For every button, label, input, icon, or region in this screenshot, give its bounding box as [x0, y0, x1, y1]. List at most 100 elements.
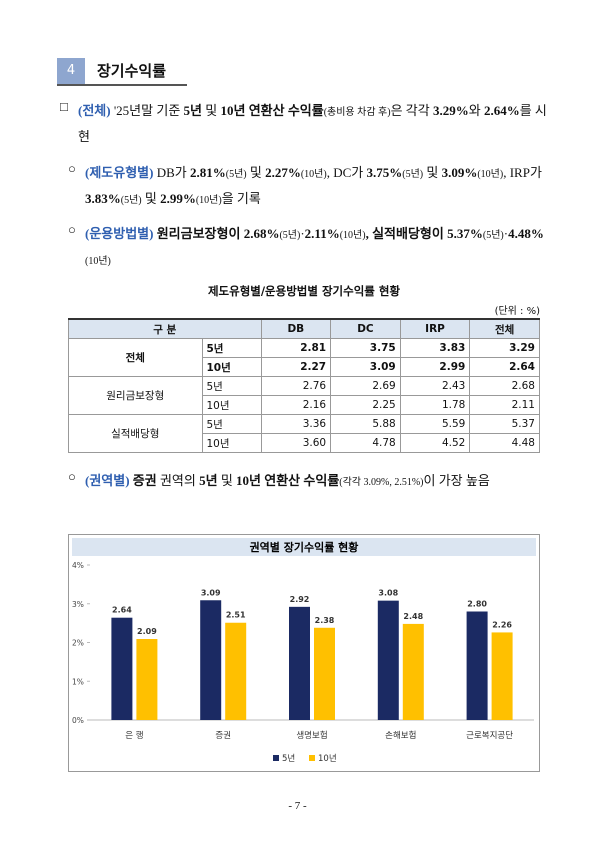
table-row: 10년 3.60 4.78 4.52 4.48: [69, 433, 540, 453]
value-cell: 4.48: [469, 433, 540, 453]
header-cell: DC: [330, 318, 401, 339]
value-cell: 4.52: [399, 433, 471, 453]
text: 연환산 수익률: [245, 103, 324, 118]
text: 증권: [129, 473, 157, 488]
header-cell: IRP: [399, 318, 471, 339]
y-tick-label: 2%: [72, 639, 84, 648]
y-tick-label: 0%: [72, 716, 84, 725]
text: (10년): [195, 195, 222, 206]
bar: [314, 627, 335, 720]
label: (전체): [78, 103, 111, 118]
text: 및: [202, 103, 221, 118]
text: 5년: [199, 473, 218, 488]
text: '25년말 기준: [110, 103, 184, 118]
group-label: 전체: [68, 338, 203, 377]
value-cell: 2.76: [260, 376, 332, 396]
text: 5년: [183, 103, 202, 118]
table-caption: 제도유형별/운용방법별 장기수익률 현황: [207, 284, 401, 298]
paragraph: (제도유형별) DB가 2.81%(5년) 및 2.27%(10년), DC가 …: [85, 161, 545, 213]
text: , 실적배당형이: [365, 226, 448, 241]
period-cell: 10년: [201, 395, 262, 415]
data-label: 2.80: [467, 600, 487, 609]
header-cell: 구 분: [68, 318, 262, 339]
marker: □: [60, 99, 68, 114]
section-header: 4 장기수익률: [57, 58, 187, 86]
value-cell: 3.36: [260, 414, 332, 434]
x-tick-label: 은 행: [125, 730, 143, 741]
table-row: 실적배당형 5년 3.36 5.88 5.59 5.37: [68, 414, 540, 453]
data-label: 2.38: [315, 616, 335, 625]
text: (총비용 차감 후): [323, 107, 391, 118]
label: (권역별): [85, 473, 130, 488]
text: (10년): [477, 169, 504, 180]
text: (10년): [300, 169, 327, 180]
text: 및: [423, 165, 442, 180]
legend-label: 10년: [318, 753, 337, 764]
text: 를 시현: [78, 103, 547, 144]
x-tick-label: 손해보험: [385, 731, 416, 741]
data-label: 2.51: [226, 611, 246, 620]
bar: [111, 617, 133, 720]
paragraph: (전체) '25년말 기준 5년 및 10년 연환산 수익률(총비용 차감 후)…: [78, 99, 548, 149]
value-cell: 3.29: [469, 338, 540, 358]
data-label: 3.08: [378, 589, 398, 598]
bar: [225, 622, 247, 720]
value-cell: 2.81: [260, 338, 332, 358]
header-row: 구 분 DB DC IRP 전체: [68, 318, 540, 339]
text: (5년): [402, 169, 424, 180]
period-cell: 10년: [201, 433, 262, 453]
header-cell: 전체: [469, 318, 540, 339]
value-cell: 3.60: [260, 433, 332, 453]
bar: [377, 600, 399, 720]
value-cell: 2.25: [330, 395, 401, 415]
bar: [200, 600, 222, 720]
text: 5.37%: [447, 226, 483, 241]
value-cell: 2.99: [399, 357, 471, 377]
paragraph: (운용방법별) 원리금보장형이 2.68%(5년)·2.11%(10년), 실적…: [85, 222, 545, 274]
period-cell: 5년: [201, 338, 262, 358]
bar: [136, 639, 158, 720]
value-cell: 4.78: [330, 433, 401, 453]
data-label: 2.92: [290, 595, 310, 604]
text: 와: [468, 103, 484, 118]
text: , IRP가: [503, 165, 542, 180]
value-cell: 2.27: [260, 357, 332, 377]
value-cell: 5.59: [399, 414, 471, 434]
text: 및: [246, 165, 266, 180]
text: 연환산 수익률: [261, 473, 340, 488]
value-cell: 5.88: [330, 414, 401, 434]
value-cell: 3.09: [330, 357, 401, 377]
text: 10년: [236, 473, 262, 488]
text: 3.29%: [432, 103, 469, 118]
marker: ○: [68, 161, 76, 176]
period-cell: 5년: [201, 376, 262, 396]
text: 및: [141, 191, 161, 206]
bar: [402, 623, 424, 720]
y-tick-label: 4%: [72, 561, 84, 570]
x-tick-label: 근로복지공단: [466, 730, 513, 741]
chart: 권역별 장기수익률 현황 0% 1% 2% 3% 4% 은 행 2.64 2.09 증권 3.09…: [68, 534, 540, 772]
text: (5년): [225, 169, 247, 180]
value-cell: 1.78: [399, 395, 471, 415]
period-cell: 10년: [201, 357, 262, 377]
marker: ○: [68, 222, 76, 237]
value-cell: 2.11: [469, 395, 540, 415]
text: (5년): [120, 195, 142, 206]
text: 4.48%: [508, 226, 544, 241]
legend-swatch: [309, 755, 315, 761]
text: 3.09%: [441, 165, 478, 180]
text: (10년): [339, 230, 366, 241]
label: (운용방법별): [85, 226, 154, 241]
text: (5년): [279, 230, 301, 241]
text: 3.75%: [366, 165, 403, 180]
y-tick-label: 1%: [72, 677, 84, 686]
text: 2.81%: [190, 165, 226, 180]
section-title: 장기수익률: [97, 62, 167, 80]
x-tick-label: 생명보험: [296, 730, 327, 741]
text: ·: [503, 226, 509, 241]
paragraph: (권역별) 증권 권역의 5년 및 10년 연환산 수익률(각각 3.09%, …: [85, 469, 545, 495]
text: 은 각각: [390, 103, 433, 118]
bar: [491, 632, 513, 720]
data-label: 3.09: [201, 588, 221, 597]
